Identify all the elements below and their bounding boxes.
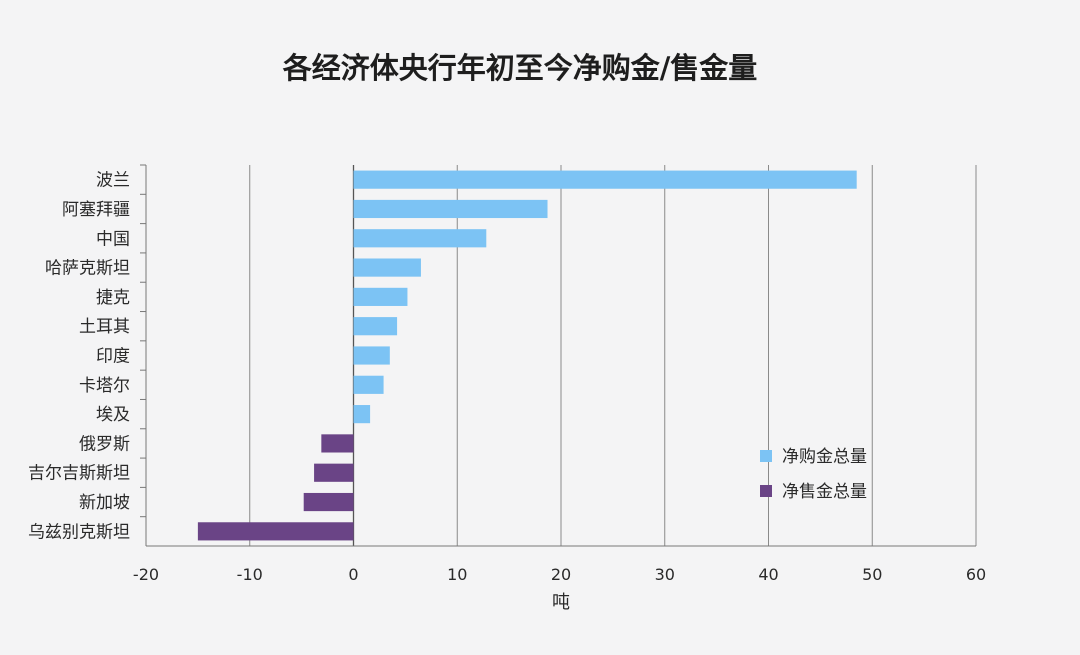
category-label: 卡塔尔 <box>79 376 130 396</box>
bar-10 <box>314 463 354 482</box>
x-tick-label: 20 <box>551 565 571 584</box>
x-tick-label: 10 <box>447 565 467 584</box>
legend-swatch <box>760 450 772 462</box>
bar-9 <box>321 434 354 453</box>
category-label: 乌兹别克斯坦 <box>28 522 130 542</box>
bars <box>197 170 857 541</box>
category-label: 埃及 <box>96 405 130 425</box>
bar-11 <box>303 492 354 512</box>
category-label: 新加坡 <box>79 493 130 513</box>
x-tick-label: 60 <box>966 565 986 584</box>
category-labels: 波兰阿塞拜疆中国哈萨克斯坦捷克土耳其印度卡塔尔埃及俄罗斯吉尔吉斯斯坦新加坡乌兹别… <box>28 164 146 542</box>
category-label: 印度 <box>96 347 130 367</box>
category-label: 哈萨克斯坦 <box>45 259 130 279</box>
category-label: 土耳其 <box>79 317 130 337</box>
legend-label: 净购金总量 <box>782 447 867 467</box>
legend-swatch <box>760 485 772 497</box>
bar-3 <box>353 258 421 277</box>
x-tick-label: -10 <box>237 565 263 584</box>
category-label: 阿塞拜疆 <box>62 200 130 220</box>
bar-6 <box>353 346 390 365</box>
x-axis-title: 吨 <box>552 592 570 613</box>
axes <box>145 165 976 547</box>
bar-0 <box>353 170 857 189</box>
x-tick-label: 0 <box>348 565 358 584</box>
bar-5 <box>353 317 398 336</box>
x-tick-label: 30 <box>655 565 675 584</box>
legend-label: 净售金总量 <box>782 482 867 502</box>
category-label: 中国 <box>96 229 130 249</box>
category-label: 波兰 <box>96 171 130 191</box>
x-tick-label: 50 <box>862 565 882 584</box>
category-label: 吉尔吉斯斯坦 <box>28 464 130 484</box>
bar-2 <box>353 229 487 248</box>
category-label: 俄罗斯 <box>79 434 130 454</box>
x-tick-labels: -20 -10 0 10 20 30 40 50 60 <box>133 565 986 584</box>
category-label: 捷克 <box>96 288 130 308</box>
bar-12 <box>197 522 354 541</box>
x-tick-label: -20 <box>133 565 159 584</box>
bar-4 <box>353 287 408 306</box>
x-tick-label: 40 <box>758 565 778 584</box>
bar-7 <box>353 375 384 394</box>
chart-title: 各经济体央行年初至今净购金/售金量 <box>282 51 758 85</box>
bar-8 <box>353 405 371 424</box>
bar-1 <box>353 199 548 219</box>
